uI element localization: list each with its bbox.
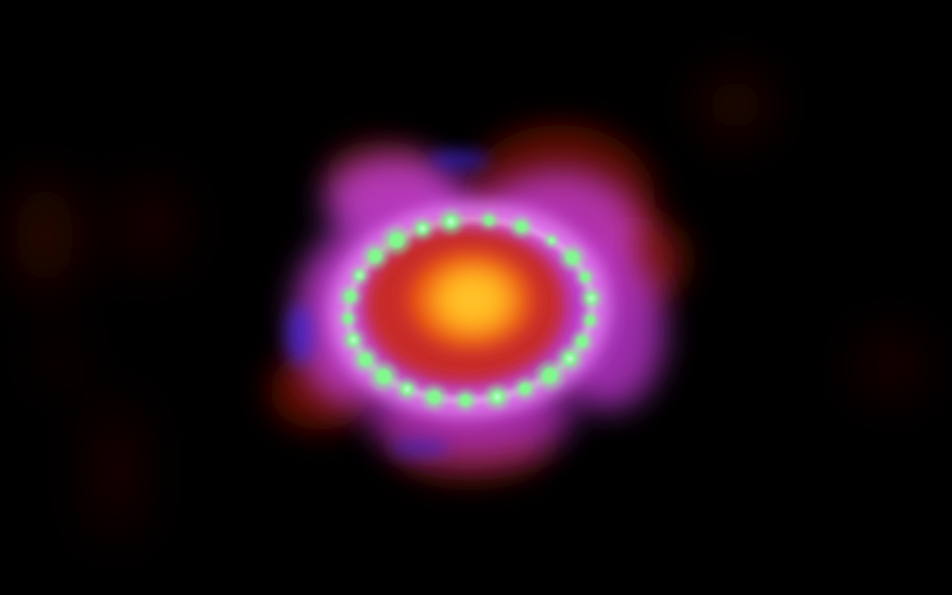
- hotspot-bead: [358, 352, 373, 367]
- hotspot-bead: [541, 367, 558, 384]
- faint-cloud-bottom-left: [93, 400, 137, 540]
- hotspot-bead: [576, 335, 589, 348]
- faint-cloud-lower-left: [42, 338, 78, 382]
- hotspot-bead: [343, 313, 354, 324]
- blue-fringe: [286, 150, 490, 458]
- hotspot-highlight: [588, 295, 595, 302]
- hotspot-bead: [580, 272, 591, 283]
- faint-cloud-left: [15, 180, 75, 290]
- hotspot-bead: [459, 394, 472, 407]
- hotspot-bead: [388, 232, 405, 249]
- hotspot-highlight: [357, 273, 362, 278]
- hotspot-highlight: [549, 238, 554, 243]
- hotspot-highlight: [350, 337, 357, 343]
- hotspot-bead: [344, 290, 357, 303]
- faint-cloud-left-2: [120, 185, 180, 265]
- hotspot-highlight: [566, 355, 573, 362]
- hotspot-highlight: [494, 393, 501, 400]
- hotspot-bead: [484, 215, 495, 226]
- hotspot-bead: [565, 250, 580, 265]
- background-nebulosity: [15, 75, 920, 540]
- hotspot-bead: [427, 390, 442, 405]
- hotspot-highlight: [447, 218, 455, 225]
- hotspot-bead: [519, 382, 532, 395]
- ring-hotspots: [339, 209, 603, 412]
- hotspot-highlight: [404, 386, 410, 392]
- faint-cloud-right: [860, 337, 920, 393]
- hotspot-bead: [515, 220, 528, 233]
- hotspot-bead: [585, 315, 596, 326]
- hotspot-highlight: [419, 225, 426, 232]
- hotspot-bead: [375, 368, 392, 385]
- faint-cloud-top-right: [703, 75, 767, 135]
- hot-core: [437, 270, 513, 330]
- hotspot-bead: [368, 249, 383, 264]
